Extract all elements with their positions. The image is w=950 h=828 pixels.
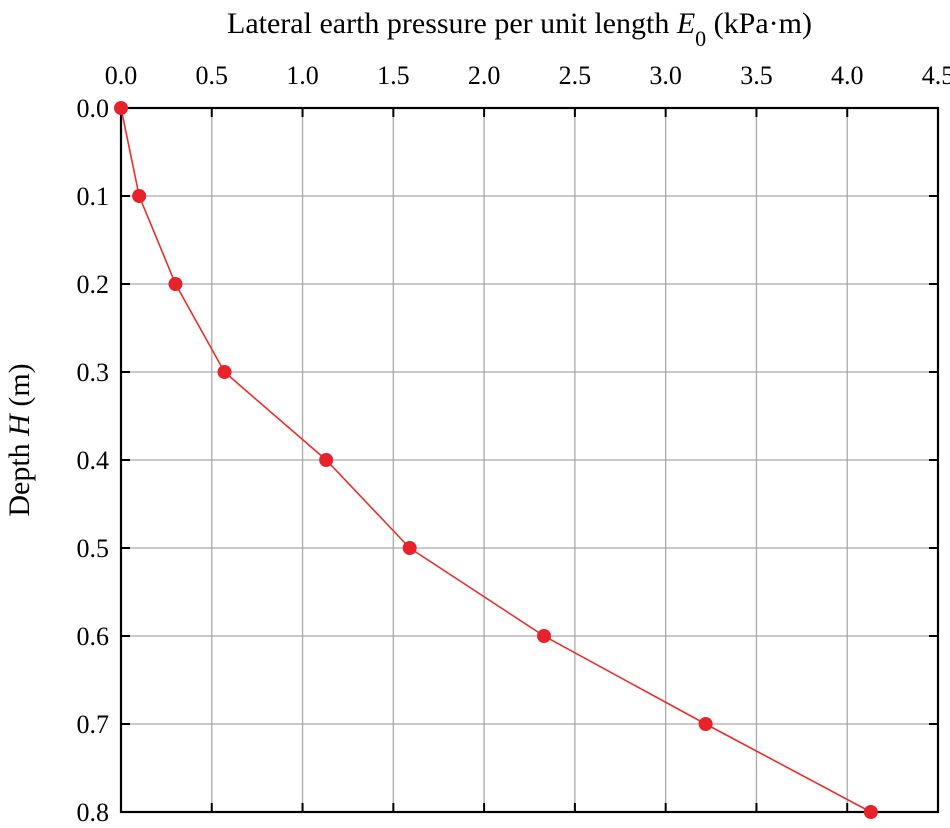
y-tick-label: 0.2 — [77, 270, 110, 299]
data-point — [537, 629, 552, 643]
x-tick-label: 4.5 — [922, 61, 950, 90]
data-point — [114, 101, 128, 115]
y-axis-title-symbol: H — [3, 412, 36, 437]
y-tick-label: 0.7 — [77, 710, 110, 739]
x-axis-title-symbol: E — [676, 7, 695, 40]
data-point — [402, 541, 417, 555]
x-tick-label: 0.5 — [196, 61, 229, 90]
y-tick-label: 0.4 — [77, 446, 110, 475]
y-tick-label: 0.8 — [77, 798, 110, 827]
y-axis-title-main: Depth — [3, 436, 36, 517]
x-axis-title-unit: (kPa·m) — [706, 7, 812, 40]
x-axis-title-main: Lateral earth pressure per unit length — [227, 7, 677, 40]
x-tick-label: 1.0 — [286, 61, 319, 90]
x-tick-label: 0.0 — [105, 61, 138, 90]
y-tick-label: 0.3 — [77, 358, 110, 387]
data-point — [863, 805, 878, 819]
data-point — [319, 453, 334, 467]
y-tick-label: 0.0 — [77, 94, 110, 123]
x-axis-title: Lateral earth pressure per unit length E… — [227, 7, 812, 51]
series-group — [114, 101, 878, 819]
data-point — [168, 277, 183, 291]
x-tick-labels: 0.0 0.5 1.0 1.5 2.0 2.5 3.0 3.5 4.0 4.5 — [105, 61, 950, 90]
x-tick-label: 4.0 — [831, 61, 864, 90]
x-tick-label: 2.0 — [468, 61, 501, 90]
x-tick-label: 2.5 — [559, 61, 592, 90]
data-point — [698, 717, 713, 731]
y-tick-label: 0.6 — [77, 622, 110, 651]
tick-marks — [120, 107, 939, 813]
y-tick-labels: 0.0 0.1 0.2 0.3 0.4 0.5 0.6 0.7 0.8 — [77, 94, 110, 827]
x-tick-label: 3.0 — [649, 61, 682, 90]
y-axis-title: Depth H (m) — [3, 363, 36, 516]
y-tick-label: 0.1 — [77, 182, 110, 211]
grid — [121, 108, 938, 812]
data-point — [217, 365, 232, 379]
x-axis-title-subscript: 0 — [695, 26, 706, 51]
data-point — [132, 189, 147, 203]
y-tick-label: 0.5 — [77, 534, 110, 563]
x-tick-label: 3.5 — [740, 61, 773, 90]
x-tick-label: 1.5 — [377, 61, 410, 90]
y-axis-title-unit: (m) — [3, 363, 36, 414]
